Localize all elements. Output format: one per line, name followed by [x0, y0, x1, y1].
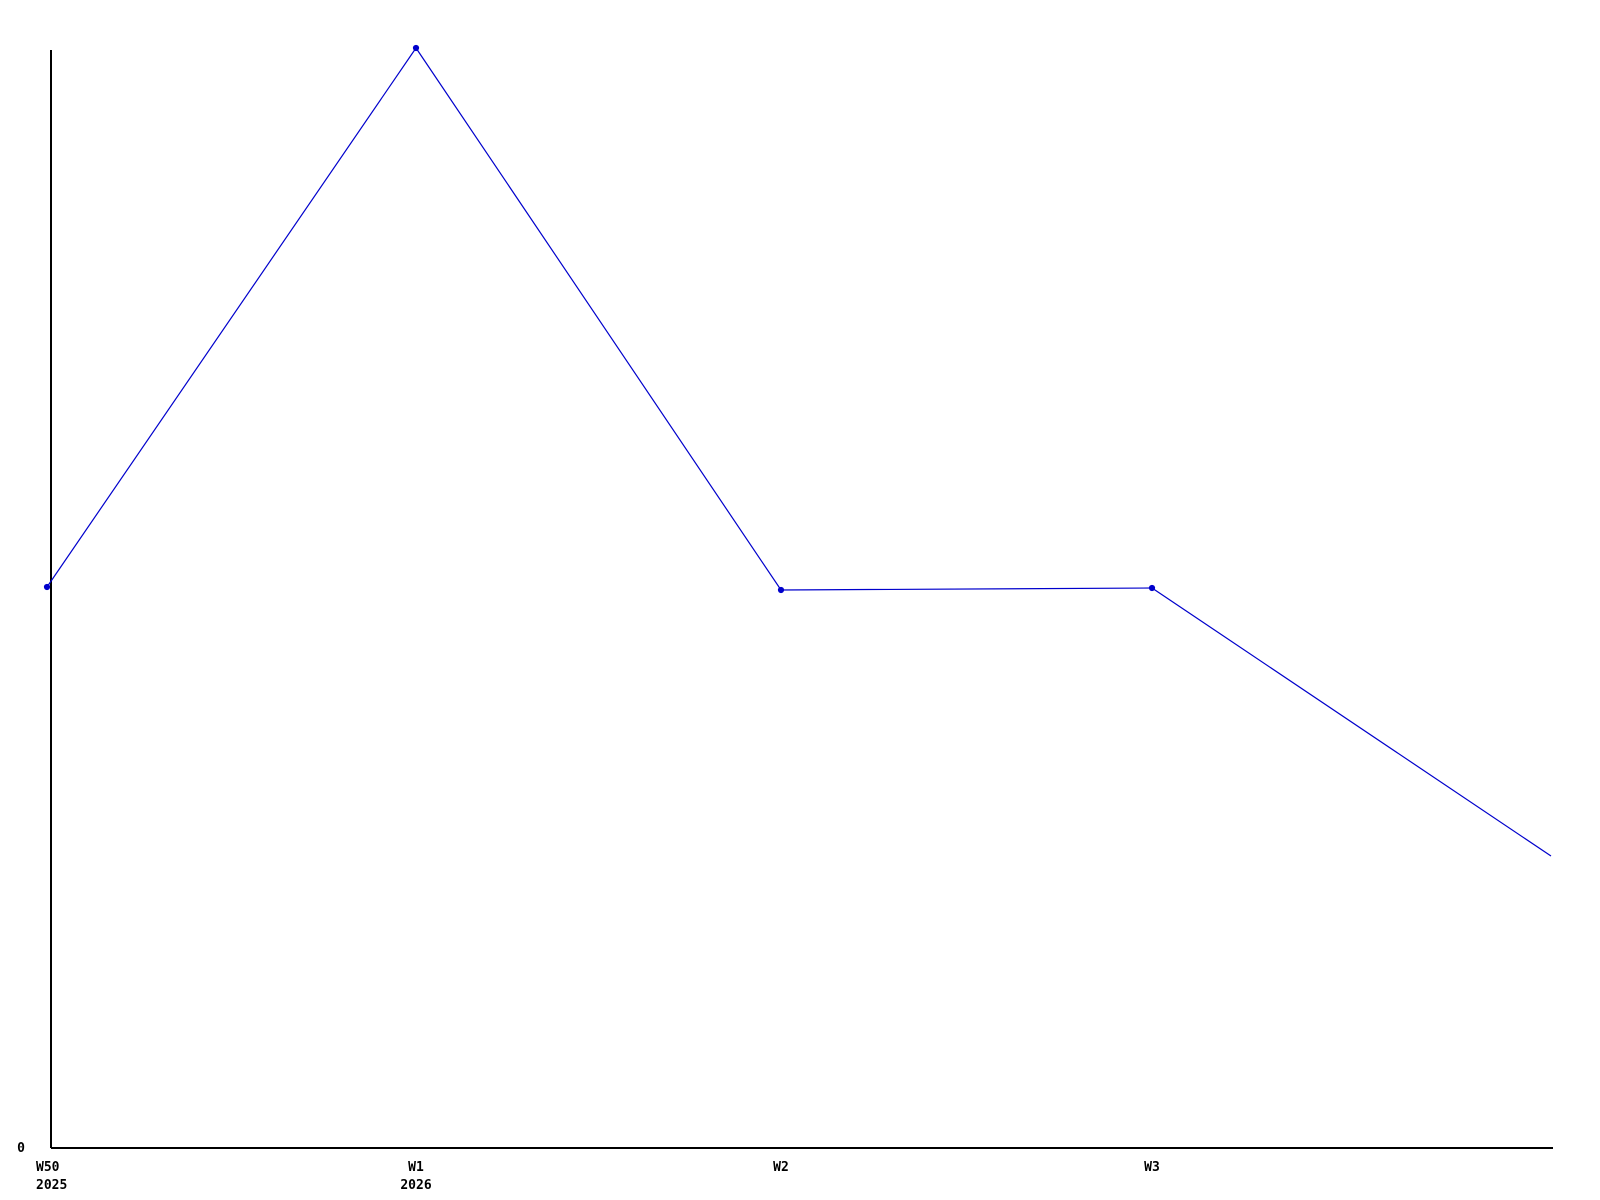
data-series-group: [43, 44, 1552, 857]
series-markers-group: [43, 44, 1156, 594]
x-tick-label-w3: W3: [1144, 1160, 1160, 1175]
data-point-marker: [1148, 584, 1156, 592]
x-tick-label-w50: W50: [36, 1160, 60, 1175]
y-tick-labels-group: 0: [17, 1141, 25, 1156]
y-tick-label-0: 0: [17, 1141, 25, 1156]
x-tick-sublabel-2026: 2026: [400, 1178, 431, 1193]
x-tick-label-w2: W2: [773, 1160, 789, 1175]
data-point-marker: [412, 44, 420, 52]
axes-group: [49, 50, 1553, 1150]
x-tick-label-w1: W1: [408, 1160, 424, 1175]
x-tick-labels-group: W50 2025 W1 2026 W2 W3: [36, 1160, 1160, 1193]
data-point-marker: [43, 583, 51, 591]
x-tick-sublabel-2025: 2025: [36, 1178, 67, 1193]
data-point-marker: [777, 586, 785, 594]
